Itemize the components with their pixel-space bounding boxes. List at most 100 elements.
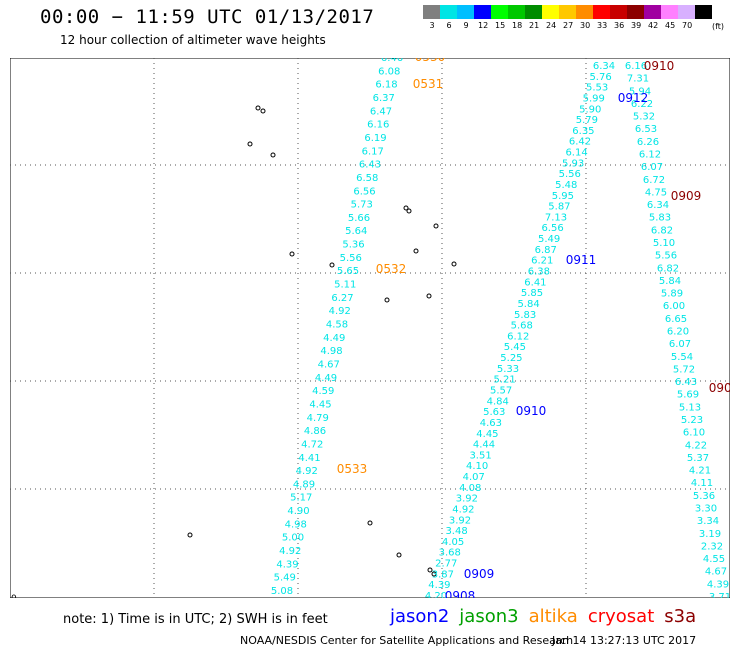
legend-swatch xyxy=(474,5,491,19)
legend-label: 18 xyxy=(512,21,523,30)
swh-value-cryosat: 5.69 xyxy=(677,390,699,401)
legend-label: 12 xyxy=(478,21,489,30)
swh-value-jason2: 3.68 xyxy=(439,548,461,559)
swh-value-jason2: 3.92 xyxy=(456,494,478,505)
pass-time-label: 0910 xyxy=(516,404,547,418)
island-outline xyxy=(329,262,335,268)
swh-value-cryosat: 6.72 xyxy=(643,175,665,186)
swh-value-jason2: 4.44 xyxy=(473,440,495,451)
swh-value-jason2: 6.41 xyxy=(524,277,546,288)
legend-label: 15 xyxy=(495,21,506,30)
swh-value-altika: 4.92 xyxy=(279,546,301,557)
swh-value-altika: 5.11 xyxy=(334,280,356,291)
swh-value-jason2: 4.39 xyxy=(428,580,450,591)
swh-value-altika: 4.98 xyxy=(320,346,342,357)
island-outline xyxy=(260,108,266,114)
pass-time-label: 0909 xyxy=(464,567,495,581)
swh-value-jason2: 6.34 xyxy=(593,61,615,72)
swh-value-altika: 6.43 xyxy=(359,160,381,171)
swh-value-altika: 6.56 xyxy=(353,186,375,197)
swh-value-altika: 4.49 xyxy=(323,333,345,344)
swh-value-cryosat: 3.30 xyxy=(695,504,717,515)
pass-time-label: 0908 xyxy=(709,381,730,395)
swh-value-cryosat: 6.82 xyxy=(651,225,673,236)
legend-swatch xyxy=(508,5,525,19)
swh-value-cryosat: 6.82 xyxy=(657,263,679,274)
swh-value-altika: 5.08 xyxy=(271,586,293,597)
legend-swatch xyxy=(525,5,542,19)
swh-value-altika: 4.45 xyxy=(309,399,331,410)
swh-value-jason2: 6.35 xyxy=(572,126,594,137)
swh-value-altika: 5.56 xyxy=(340,253,362,264)
satellite-legend: jason2 jason3 altika cryosat s3a xyxy=(390,606,706,627)
swh-value-cryosat: 4.75 xyxy=(645,187,667,198)
swh-value-cryosat: 4.21 xyxy=(689,466,711,477)
swh-value-altika: 4.92 xyxy=(329,306,351,317)
pass-time-label: 0912 xyxy=(618,91,649,105)
legend-swatch xyxy=(644,5,661,19)
swh-value-jason2: 5.21 xyxy=(493,375,515,386)
legend-label: 70 xyxy=(682,21,693,30)
swh-value-jason2: 6.14 xyxy=(565,148,587,159)
swh-value-altika: 4.79 xyxy=(307,413,329,424)
swh-value-altika: 5.00 xyxy=(282,533,304,544)
island-outline xyxy=(255,105,261,111)
swh-value-jason2: 6.56 xyxy=(541,223,563,234)
swh-value-altika: 5.49 xyxy=(274,573,296,584)
generated-timestamp: Jan 14 13:27:13 UTC 2017 xyxy=(552,634,697,647)
swh-value-jason2: 3.92 xyxy=(449,515,471,526)
swh-value-cryosat: 5.84 xyxy=(659,276,681,287)
swh-value-jason2: 4.05 xyxy=(442,537,464,548)
swh-value-cryosat: 6.26 xyxy=(637,137,659,148)
pass-time-label: 0532 xyxy=(376,262,407,276)
swh-value-cryosat: 5.36 xyxy=(693,491,715,502)
legend-swatch xyxy=(593,5,610,19)
swh-value-jason2: 5.90 xyxy=(579,104,601,115)
swh-value-cryosat: 7.31 xyxy=(627,74,649,85)
island-outline xyxy=(433,223,439,229)
legend-swatch xyxy=(559,5,576,19)
swh-value-altika: 5.36 xyxy=(342,240,364,251)
pass-time-label: 0911 xyxy=(566,253,597,267)
lat-tick-label: -8 xyxy=(10,485,11,495)
wave-height-map[interactable]: -180-177-174-171-168-160-2-4-6-8-106.466… xyxy=(10,58,730,598)
swh-value-altika: 6.17 xyxy=(362,146,384,157)
island-outline xyxy=(247,141,253,147)
swh-value-jason2: 5.63 xyxy=(483,407,505,418)
legend-swatch xyxy=(440,5,457,19)
swh-value-cryosat: 6.07 xyxy=(641,162,663,173)
legend-swatch xyxy=(661,5,678,19)
swh-value-jason2: 5.76 xyxy=(589,72,611,83)
legend-label: 30 xyxy=(580,21,591,30)
swh-value-cryosat: 5.32 xyxy=(633,112,655,123)
swh-value-cryosat: 6.10 xyxy=(683,428,705,439)
swh-value-altika: 5.64 xyxy=(345,226,367,237)
swh-value-altika: 6.27 xyxy=(331,293,353,304)
swh-value-altika: 4.89 xyxy=(293,479,315,490)
swh-value-cryosat: 6.53 xyxy=(635,124,657,135)
pass-time-label: 0533 xyxy=(337,462,368,476)
swh-value-altika: 6.16 xyxy=(367,120,389,131)
legend-label: 45 xyxy=(665,21,676,30)
swh-value-jason2: 4.45 xyxy=(476,429,498,440)
swh-value-jason2: 4.08 xyxy=(459,483,481,494)
pass-time-label: 0910 xyxy=(644,59,675,73)
swh-value-cryosat: 5.23 xyxy=(681,415,703,426)
satellite-name: jason2 xyxy=(390,606,450,627)
island-outline xyxy=(431,571,437,577)
swh-value-cryosat: 5.89 xyxy=(661,289,683,300)
swh-value-jason2: 4.07 xyxy=(463,472,485,483)
swh-value-cryosat: 4.22 xyxy=(685,440,707,451)
swh-value-altika: 4.49 xyxy=(315,373,337,384)
swh-value-jason2: 6.42 xyxy=(569,137,591,148)
swh-value-jason2: 5.45 xyxy=(504,342,526,353)
swh-value-cryosat: 5.10 xyxy=(653,238,675,249)
legend-label: 6 xyxy=(446,21,452,30)
swh-value-jason2: 4.10 xyxy=(466,461,488,472)
lat-tick-label: -6 xyxy=(10,377,11,387)
island-outline xyxy=(413,248,419,254)
island-outline xyxy=(289,251,295,257)
page-subtitle: 12 hour collection of altimeter wave hei… xyxy=(60,33,326,47)
pass-time-label: 0530 xyxy=(415,58,446,64)
legend-unit: (ft) xyxy=(712,22,725,31)
